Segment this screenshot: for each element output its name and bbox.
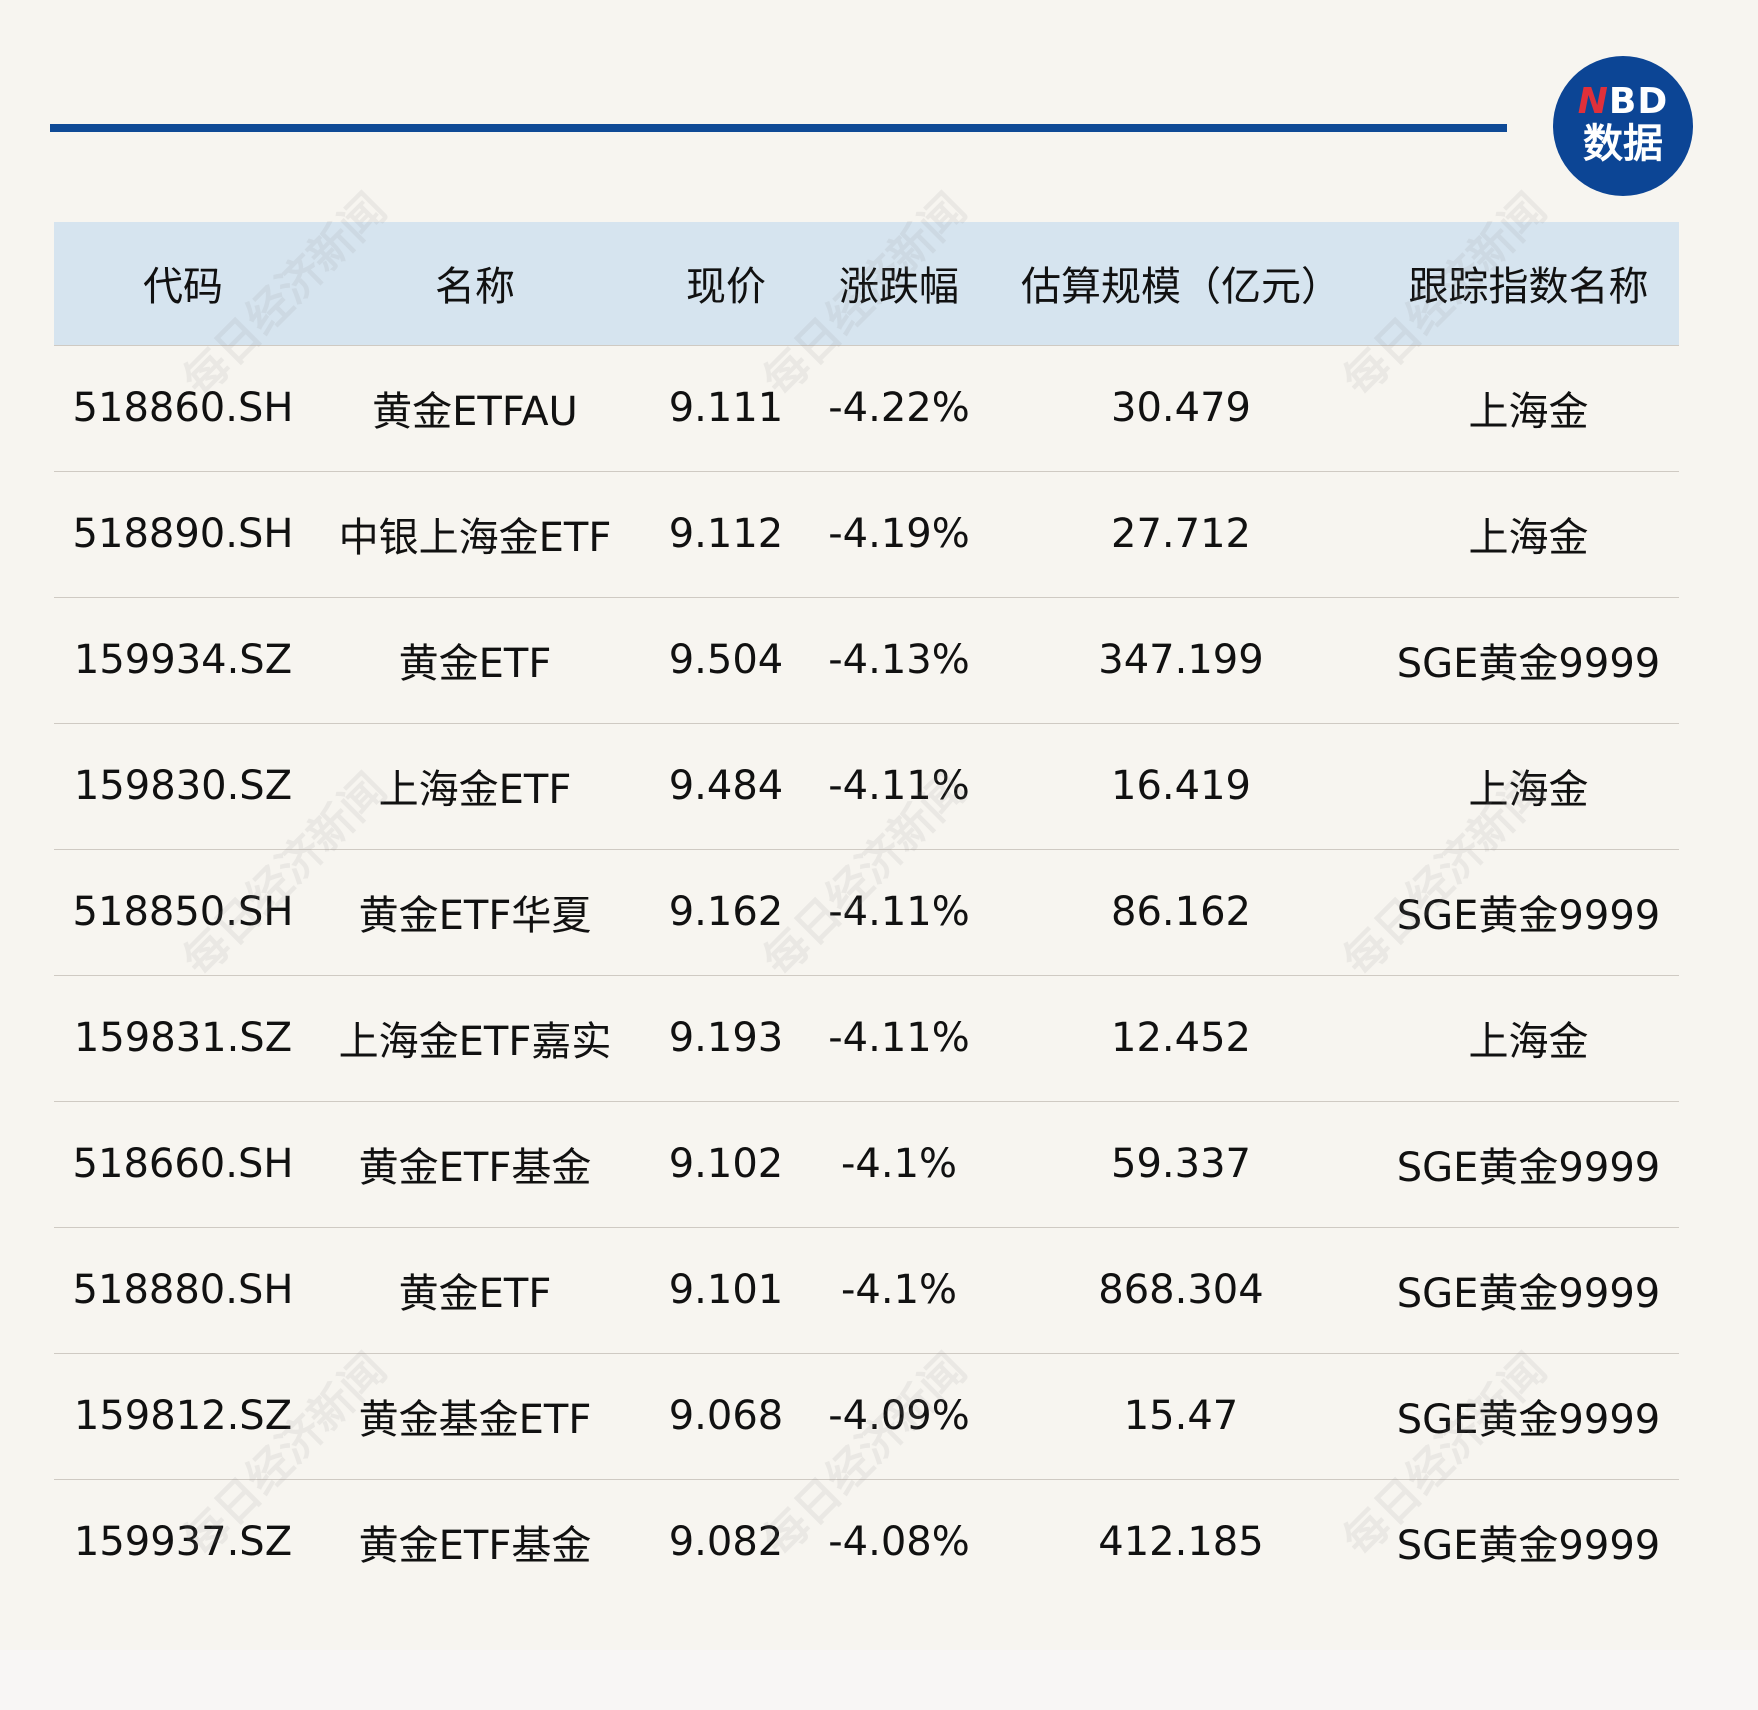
cell-code: 159830.SZ [73,763,293,809]
cell-code: 518890.SH [72,511,294,557]
cell-scale: 86.162 [1111,889,1251,935]
cell-index: 上海金 [1468,1019,1589,1065]
cell-code: 159812.SZ [73,1393,293,1439]
cell-price: 9.112 [668,511,784,557]
header-name: 名称 [435,264,515,311]
cell-price: 9.082 [668,1519,784,1566]
table-row: 518850.SH 黄金ETF华夏 9.162 -4.11% 86.162 SGE黄金99… [54,849,1679,975]
cell-index: 上海金 [1468,389,1589,435]
table-row: 518890.SH 中银上海金ETF 9.112 -4.19% 27.712 上海金 [54,471,1679,597]
cell-index: SGE黄金9999 [1396,641,1661,687]
cell-index: SGE黄金9999 [1396,1145,1661,1191]
cell-name: 黄金ETF [398,1271,552,1317]
etf-table: 代码 名称 现价 涨跌幅 估算规模（亿元） 跟踪指数名称 518860.SH 黄金… [54,222,1679,1605]
cell-change: -4.09% [828,1393,970,1439]
table-row: 518860.SH 黄金ETFAU 9.111 -4.22% 30.479 上海金 [54,345,1679,471]
header-code: 代码 [143,264,223,311]
cell-code: 518660.SH [72,1141,294,1187]
cell-scale: 412.185 [1098,1519,1264,1566]
cell-change: -4.13% [828,637,970,683]
logo-bd: BD [1608,81,1669,122]
cell-name: 黄金ETF华夏 [358,893,592,939]
cell-change: -4.22% [828,385,970,431]
cell-price: 9.102 [668,1141,784,1187]
cell-name: 中银上海金ETF [338,515,612,561]
cell-change: -4.1% [840,1267,958,1313]
cell-change: -4.11% [828,1015,970,1061]
table-row: 159812.SZ 黄金基金ETF 9.068 -4.09% 15.47 SGE黄金999… [54,1353,1679,1479]
cell-scale: 868.304 [1098,1267,1264,1313]
cell-scale: 59.337 [1111,1141,1251,1187]
logo-n: N [1577,81,1609,122]
cell-price: 9.504 [668,637,784,683]
cell-scale: 30.479 [1111,385,1251,431]
table-row: 518660.SH 黄金ETF基金 9.102 -4.1% 59.337 SGE黄金999… [54,1101,1679,1227]
cell-name: 黄金ETF [398,641,552,687]
cell-price: 9.484 [668,763,784,809]
cell-change: -4.11% [828,763,970,809]
table-row: 159934.SZ 黄金ETF 9.504 -4.13% 347.199 SGE黄金999… [54,597,1679,723]
bottom-band [0,1650,1758,1710]
cell-index: 上海金 [1468,767,1589,813]
cell-code: 518880.SH [72,1267,294,1313]
cell-scale: 16.419 [1111,763,1251,809]
cell-code: 159937.SZ [73,1519,293,1566]
logo-sub: 数据 [1583,121,1663,167]
cell-scale: 15.47 [1123,1393,1239,1439]
top-rule [50,124,1507,132]
cell-code: 159831.SZ [73,1015,293,1061]
table-row: 159831.SZ 上海金ETF嘉实 9.193 -4.11% 12.452 上海金 [54,975,1679,1101]
table-row: 159830.SZ 上海金ETF 9.484 -4.11% 16.419 上海金 [54,723,1679,849]
header-index: 跟踪指数名称 [1408,264,1649,311]
cell-index: SGE黄金9999 [1396,1397,1661,1443]
cell-name: 上海金ETF嘉实 [338,1019,612,1065]
cell-code: 518850.SH [72,889,294,935]
cell-code: 518860.SH [72,385,294,431]
cell-name: 黄金ETFAU [372,389,578,435]
cell-index: SGE黄金9999 [1396,1523,1661,1570]
cell-change: -4.11% [828,889,970,935]
cell-name: 黄金基金ETF [358,1397,592,1443]
cell-name: 黄金ETF基金 [358,1523,592,1570]
cell-price: 9.162 [668,889,784,935]
header-change: 涨跌幅 [839,264,959,311]
nbd-data-logo: NBD 数据 [1553,56,1693,196]
cell-index: SGE黄金9999 [1396,893,1661,939]
header-scale: 估算规模（亿元） [1021,264,1341,311]
cell-change: -4.08% [828,1519,970,1566]
cell-price: 9.111 [668,385,784,431]
cell-scale: 12.452 [1111,1015,1251,1061]
cell-index: 上海金 [1468,515,1589,561]
table-header: 代码 名称 现价 涨跌幅 估算规模（亿元） 跟踪指数名称 [54,222,1679,345]
cell-index: SGE黄金9999 [1396,1271,1661,1317]
cell-scale: 347.199 [1098,637,1264,683]
table-row: 518880.SH 黄金ETF 9.101 -4.1% 868.304 SGE黄金9999 [54,1227,1679,1353]
cell-price: 9.193 [668,1015,784,1061]
cell-code: 159934.SZ [73,637,293,683]
cell-price: 9.101 [668,1267,784,1313]
cell-change: -4.1% [840,1141,958,1187]
cell-name: 黄金ETF基金 [358,1145,592,1191]
cell-scale: 27.712 [1111,511,1251,557]
cell-price: 9.068 [668,1393,784,1439]
cell-name: 上海金ETF [378,767,572,813]
table-row: 159937.SZ 黄金ETF基金 9.082 -4.08% 412.185 SGE黄金9… [54,1479,1679,1605]
header-price: 现价 [686,264,766,311]
cell-change: -4.19% [828,511,970,557]
